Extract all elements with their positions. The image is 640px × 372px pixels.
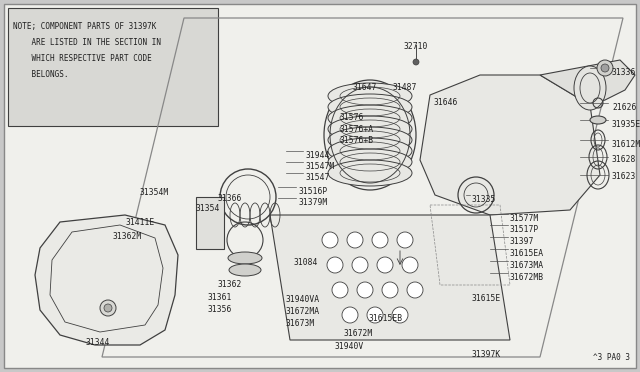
- Ellipse shape: [574, 66, 606, 110]
- Text: ^3 PA0 3: ^3 PA0 3: [593, 353, 630, 362]
- Text: 31379M: 31379M: [299, 198, 328, 207]
- Ellipse shape: [328, 94, 412, 120]
- Text: 31646: 31646: [434, 98, 458, 107]
- Text: 31623: 31623: [612, 172, 636, 181]
- Text: 31628: 31628: [612, 155, 636, 164]
- Text: 31615E: 31615E: [472, 294, 501, 303]
- Text: 31672M: 31672M: [344, 329, 373, 338]
- Text: 31612M: 31612M: [612, 140, 640, 149]
- Text: 21626: 21626: [612, 103, 636, 112]
- Ellipse shape: [601, 64, 609, 72]
- Circle shape: [104, 304, 112, 312]
- Text: WHICH RESPECTIVE PART CODE: WHICH RESPECTIVE PART CODE: [13, 54, 152, 63]
- Text: 31354M: 31354M: [140, 188, 169, 197]
- Ellipse shape: [597, 60, 613, 76]
- Text: NOTE; COMPONENT PARTS OF 31397K: NOTE; COMPONENT PARTS OF 31397K: [13, 22, 156, 31]
- Circle shape: [322, 232, 338, 248]
- Text: 31354: 31354: [196, 204, 220, 213]
- FancyBboxPatch shape: [8, 8, 218, 126]
- Text: 31673MA: 31673MA: [510, 261, 544, 270]
- Ellipse shape: [229, 264, 261, 276]
- Text: 31411E: 31411E: [126, 218, 156, 227]
- Polygon shape: [35, 215, 178, 345]
- Text: 31547M: 31547M: [306, 162, 335, 171]
- Circle shape: [342, 307, 358, 323]
- Text: 31647: 31647: [353, 83, 378, 92]
- Circle shape: [352, 257, 368, 273]
- Circle shape: [377, 257, 393, 273]
- Circle shape: [372, 232, 388, 248]
- Text: 31673M: 31673M: [286, 319, 316, 328]
- Text: 31940VA: 31940VA: [286, 295, 320, 304]
- Ellipse shape: [328, 83, 412, 109]
- Text: 31672MA: 31672MA: [286, 307, 320, 316]
- Polygon shape: [540, 60, 635, 105]
- Text: 31944: 31944: [306, 151, 330, 160]
- Text: 31576: 31576: [340, 113, 364, 122]
- Text: 31576+A: 31576+A: [340, 125, 374, 134]
- Text: 31577M: 31577M: [510, 214, 540, 223]
- Circle shape: [367, 307, 383, 323]
- Circle shape: [407, 282, 423, 298]
- Text: 31397: 31397: [510, 237, 534, 246]
- Text: 31362: 31362: [218, 280, 243, 289]
- Polygon shape: [270, 215, 510, 340]
- Ellipse shape: [328, 116, 412, 142]
- Circle shape: [392, 307, 408, 323]
- Text: 31366: 31366: [218, 194, 243, 203]
- Ellipse shape: [328, 127, 412, 153]
- Polygon shape: [420, 75, 600, 215]
- Text: 31547: 31547: [306, 173, 330, 182]
- Text: 31516P: 31516P: [299, 187, 328, 196]
- Text: 31335: 31335: [472, 195, 497, 204]
- FancyBboxPatch shape: [4, 4, 636, 368]
- Text: 31576+B: 31576+B: [340, 136, 374, 145]
- Circle shape: [100, 300, 116, 316]
- Circle shape: [332, 282, 348, 298]
- Ellipse shape: [324, 80, 416, 190]
- Ellipse shape: [328, 138, 412, 164]
- Circle shape: [327, 257, 343, 273]
- Ellipse shape: [328, 105, 412, 131]
- Ellipse shape: [328, 149, 412, 175]
- Text: 31615EA: 31615EA: [510, 249, 544, 258]
- Text: 31935E: 31935E: [612, 120, 640, 129]
- FancyBboxPatch shape: [196, 197, 224, 249]
- Circle shape: [397, 232, 413, 248]
- Ellipse shape: [228, 252, 262, 264]
- Circle shape: [357, 282, 373, 298]
- Text: 31517P: 31517P: [510, 225, 540, 234]
- Ellipse shape: [328, 160, 412, 186]
- Text: 31672MB: 31672MB: [510, 273, 544, 282]
- Text: 31344: 31344: [86, 338, 110, 347]
- Circle shape: [347, 232, 363, 248]
- Text: 31487: 31487: [393, 83, 417, 92]
- Ellipse shape: [590, 116, 606, 124]
- Text: ARE LISTED IN THE SECTION IN: ARE LISTED IN THE SECTION IN: [13, 38, 161, 47]
- Text: 31361: 31361: [208, 293, 232, 302]
- Text: 32710: 32710: [404, 42, 428, 51]
- Text: BELONGS.: BELONGS.: [13, 70, 68, 79]
- Text: 31940V: 31940V: [335, 342, 364, 351]
- Text: 31615EB: 31615EB: [369, 314, 403, 323]
- Text: 31362M: 31362M: [113, 232, 142, 241]
- Text: 31336: 31336: [612, 68, 636, 77]
- Text: 31397K: 31397K: [472, 350, 501, 359]
- Circle shape: [402, 257, 418, 273]
- Circle shape: [382, 282, 398, 298]
- Text: 31084: 31084: [294, 258, 318, 267]
- Text: 31356: 31356: [208, 305, 232, 314]
- Circle shape: [413, 59, 419, 65]
